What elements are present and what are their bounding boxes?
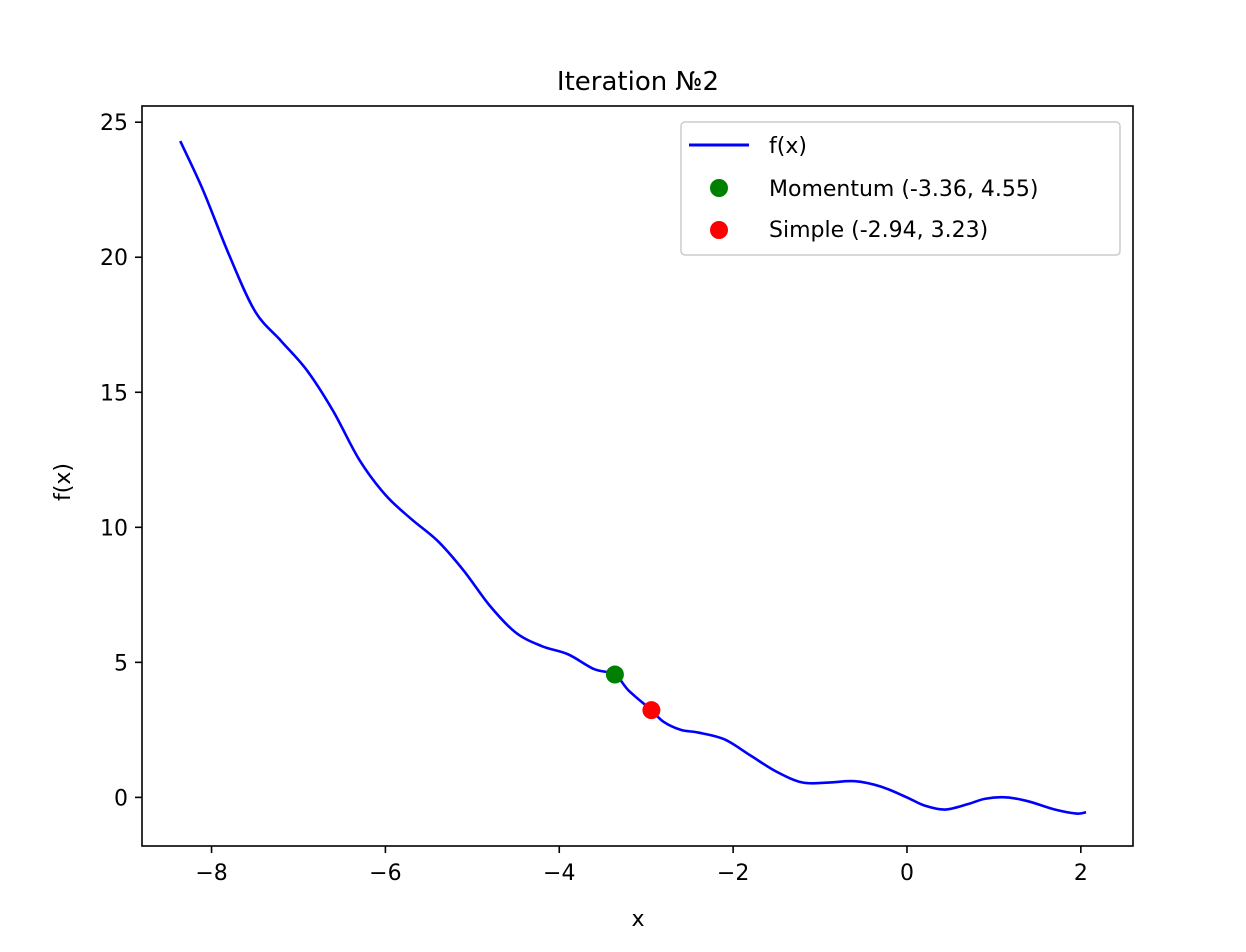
y-axis: 0 5 10 15 20 25 <box>100 111 142 811</box>
x-axis-label: x <box>631 907 644 932</box>
legend-entry-simple: Simple (-2.94, 3.23) <box>769 218 988 243</box>
legend-box <box>680 121 1121 256</box>
x-tick-label: −8 <box>195 861 227 886</box>
chart-title: Iteration №2 <box>557 67 719 97</box>
momentum-point <box>605 665 624 684</box>
plot-area <box>179 140 1087 815</box>
legend-marker-momentum <box>710 179 728 197</box>
y-tick-label: 10 <box>100 516 128 541</box>
y-axis-label: f(x) <box>51 463 76 501</box>
y-tick-label: 20 <box>100 246 128 271</box>
x-tick-label: −6 <box>369 861 401 886</box>
y-tick-label: 25 <box>100 111 128 136</box>
axes-frame <box>141 105 1134 847</box>
y-tick-label: 5 <box>114 651 128 676</box>
legend: f(x) Momentum (-3.36, 4.55) Simple (-2.9… <box>680 121 1121 256</box>
x-tick-label: 2 <box>1074 861 1088 886</box>
x-tick-label: −2 <box>717 861 749 886</box>
y-tick-label: 15 <box>100 381 128 406</box>
x-tick-label: −4 <box>543 861 575 886</box>
simple-point <box>642 701 661 720</box>
y-tick-label: 0 <box>114 786 128 811</box>
legend-marker-simple <box>710 221 728 239</box>
legend-entry-momentum: Momentum (-3.36, 4.55) <box>769 177 1038 202</box>
x-tick-label: 0 <box>900 861 914 886</box>
legend-entry-fx: f(x) <box>769 134 807 159</box>
x-axis: −8 −6 −4 −2 0 2 <box>195 846 1088 886</box>
